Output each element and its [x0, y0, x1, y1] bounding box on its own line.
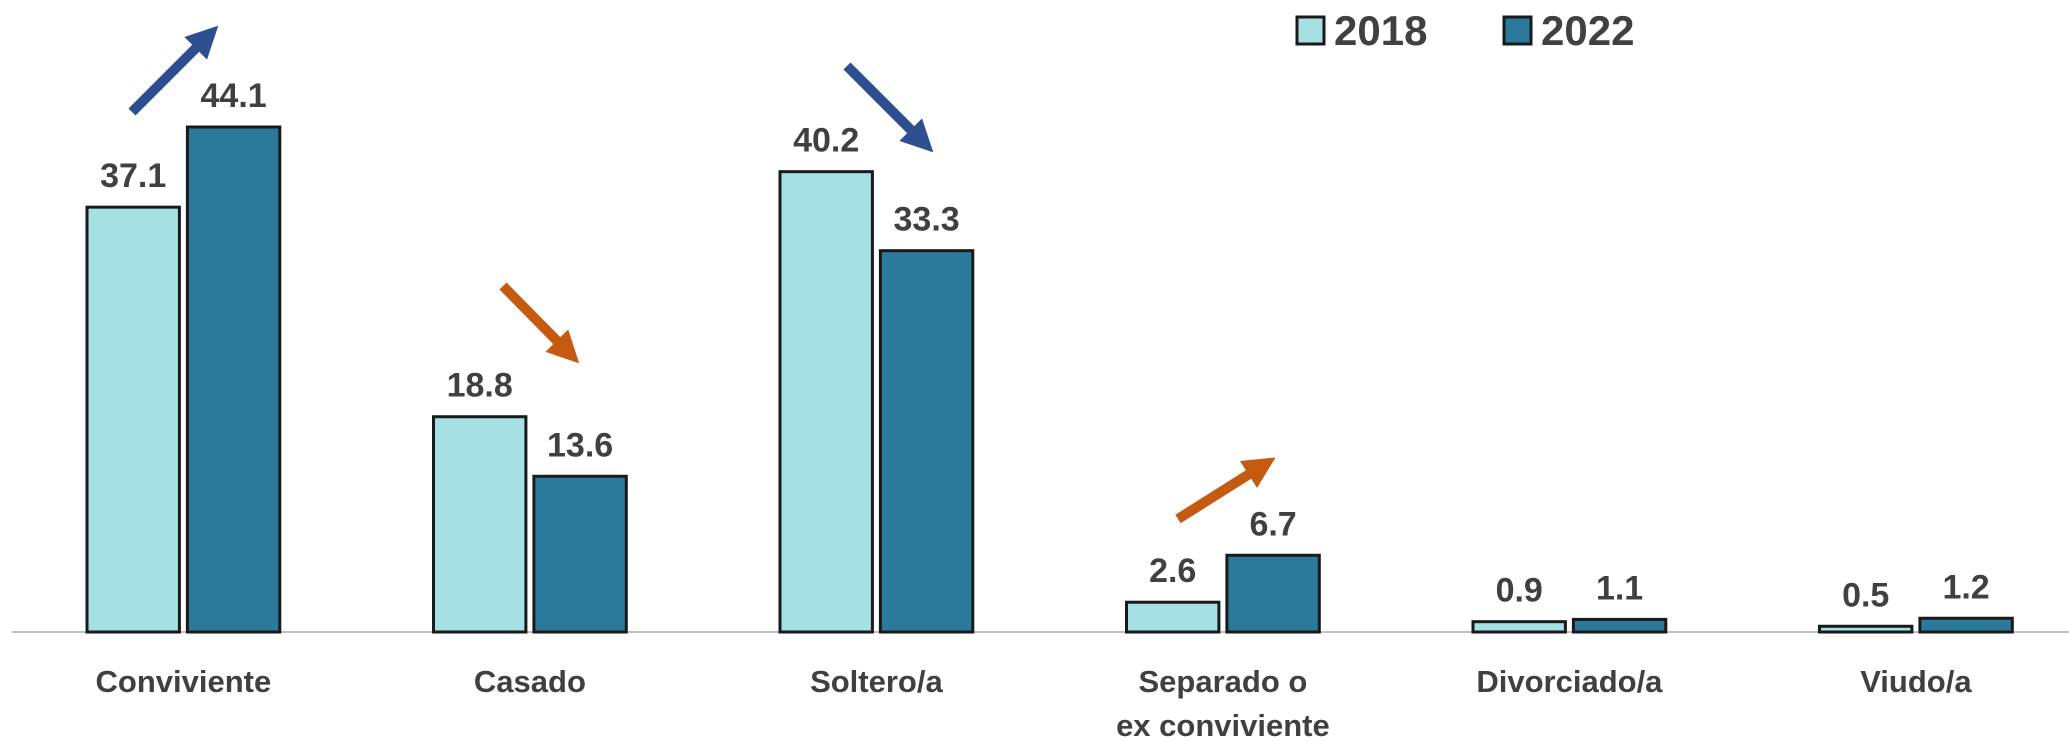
data-label: 37.1 — [100, 157, 166, 195]
data-label: 40.2 — [793, 122, 859, 160]
legend-label: 2018 — [1334, 7, 1427, 54]
bar — [1571, 617, 1668, 634]
bar — [532, 474, 628, 634]
bar — [1918, 616, 2014, 634]
data-label: 2.6 — [1149, 552, 1196, 590]
x-tick-label: Conviviente — [96, 664, 272, 699]
arrow-up — [1175, 457, 1276, 524]
x-tick-label: Viudo/a — [1860, 664, 1972, 699]
legend-swatch — [1295, 15, 1326, 46]
bar — [185, 125, 282, 634]
x-tick-label: Casado — [474, 664, 586, 699]
data-label: 18.8 — [447, 367, 513, 405]
bar — [1818, 624, 1914, 634]
data-label: 0.9 — [1496, 572, 1543, 610]
trend-arrows — [128, 25, 1276, 524]
arrow-down — [843, 62, 934, 153]
x-tick-label: Divorciado/a — [1476, 664, 1663, 699]
arrow-down — [499, 282, 580, 364]
data-label: 44.1 — [201, 77, 267, 115]
bar — [878, 249, 975, 634]
data-label: 1.1 — [1596, 569, 1643, 607]
bar — [85, 205, 181, 634]
x-tick-label: Soltero/a — [810, 664, 943, 699]
data-label: 13.6 — [547, 426, 613, 464]
data-label: 6.7 — [1249, 505, 1296, 543]
bar — [1225, 553, 1321, 634]
data-label: 33.3 — [894, 201, 960, 239]
data-label: 1.2 — [1942, 568, 1989, 606]
legend-label: 2022 — [1541, 7, 1634, 54]
arrow-up — [128, 25, 219, 116]
bar — [1125, 600, 1221, 634]
bar — [1471, 620, 1567, 634]
data-label: 0.5 — [1842, 576, 1889, 614]
x-tick-label: Separado o ex conviviente — [1116, 664, 1330, 741]
legend-swatch — [1502, 15, 1533, 46]
bar — [432, 415, 528, 634]
bar — [778, 170, 874, 634]
